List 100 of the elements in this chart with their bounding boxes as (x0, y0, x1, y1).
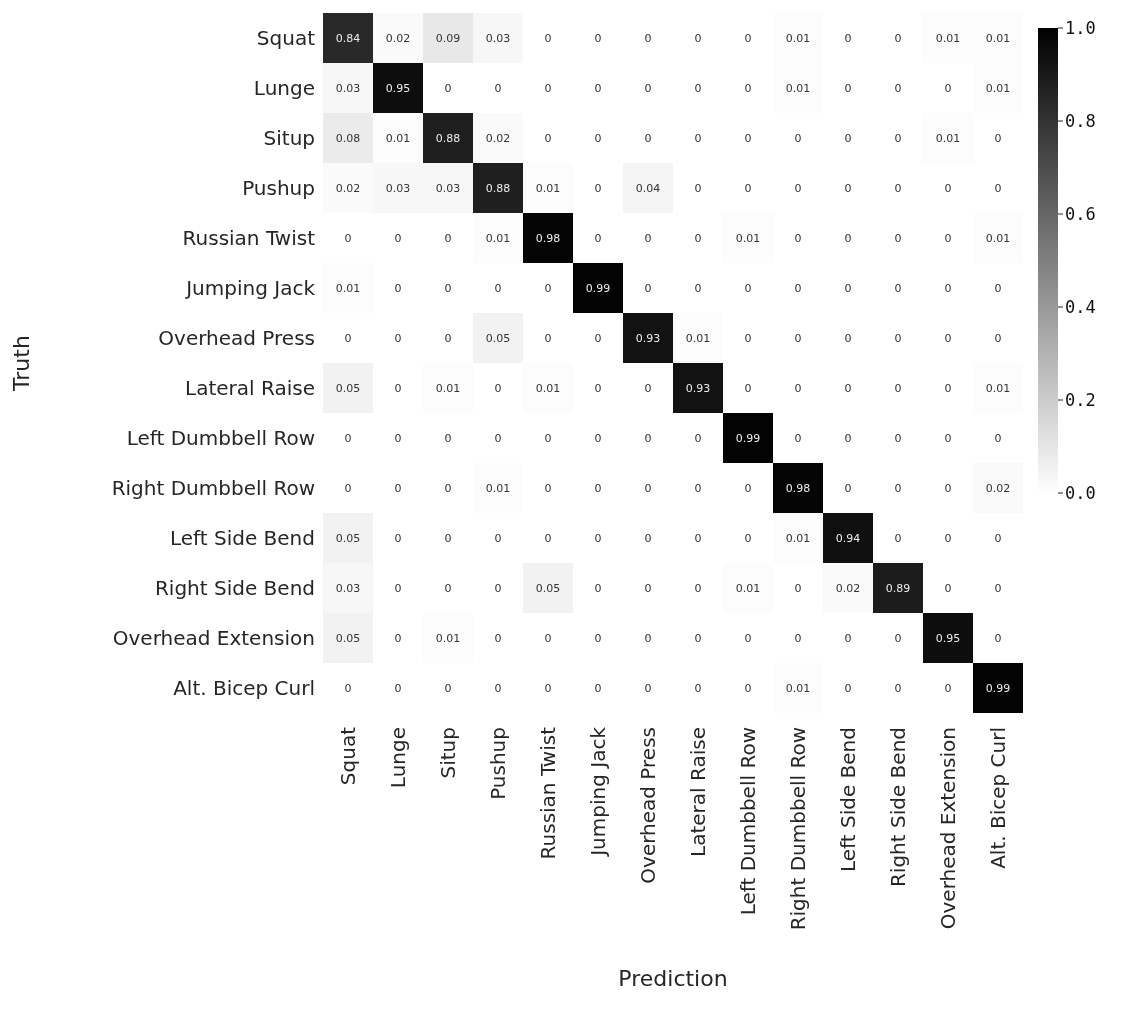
data-label: 0 (744, 81, 752, 95)
y-tick-label: Situp (263, 126, 315, 151)
x-tick-label: Right Side Bend (886, 727, 910, 888)
data-label: 0.02 (835, 581, 861, 595)
data-label: 0 (544, 631, 552, 645)
x-tick-label: Overhead Extension (936, 727, 960, 930)
x-tick-label: Pushup (486, 727, 510, 800)
x-axis-title: Prediction (618, 966, 728, 991)
data-label: 0 (394, 281, 402, 295)
data-label: 0.98 (785, 481, 811, 495)
data-label: 0.99 (585, 281, 611, 295)
data-label: 0 (944, 81, 952, 95)
data-label: 0 (644, 31, 652, 45)
data-label: 0.05 (485, 331, 511, 345)
data-label: 0 (694, 631, 702, 645)
data-label: 0 (844, 481, 852, 495)
data-label: 0 (644, 531, 652, 545)
data-label: 0 (694, 181, 702, 195)
data-label: 0 (694, 81, 702, 95)
data-label: 0 (694, 131, 702, 145)
data-label: 0 (544, 481, 552, 495)
data-label: 0 (994, 281, 1002, 295)
data-label: 0 (644, 381, 652, 395)
data-label: 0.05 (335, 531, 361, 545)
data-label: 0 (894, 631, 902, 645)
data-label: 0.01 (535, 381, 561, 395)
data-label: 0 (594, 231, 602, 245)
data-label: 0 (894, 481, 902, 495)
data-label: 0 (594, 581, 602, 595)
data-label: 0 (994, 131, 1002, 145)
data-label: 0 (394, 381, 402, 395)
data-label: 0.01 (985, 381, 1011, 395)
data-label: 0.99 (735, 431, 761, 445)
data-label: 0 (644, 481, 652, 495)
data-label: 0 (794, 131, 802, 145)
data-label: 0 (494, 381, 502, 395)
data-label: 0 (544, 431, 552, 445)
data-label: 0.05 (335, 631, 361, 645)
data-label: 0 (394, 631, 402, 645)
data-label: 0 (644, 431, 652, 445)
data-label: 0.03 (335, 581, 361, 595)
data-label: 0 (544, 331, 552, 345)
data-label: 0 (594, 331, 602, 345)
data-label: 0 (744, 531, 752, 545)
y-tick-label: Right Side Bend (154, 576, 315, 601)
data-label: 0 (594, 681, 602, 695)
data-label: 0.05 (335, 381, 361, 395)
data-label: 0 (594, 631, 602, 645)
data-label: 0 (344, 231, 352, 245)
x-tick-label: Lateral Raise (686, 727, 710, 857)
data-label: 0 (694, 31, 702, 45)
data-label: 0 (544, 531, 552, 545)
data-label: 0 (644, 81, 652, 95)
data-label: 0 (944, 431, 952, 445)
data-label: 0.01 (935, 131, 961, 145)
data-label: 0 (644, 131, 652, 145)
data-label: 0 (694, 681, 702, 695)
data-label: 0 (994, 181, 1002, 195)
data-label: 0.08 (335, 131, 361, 145)
data-label: 0 (494, 431, 502, 445)
data-label: 0.02 (985, 481, 1011, 495)
data-label: 0.03 (385, 181, 411, 195)
data-label: 0 (944, 381, 952, 395)
data-label: 0 (844, 181, 852, 195)
data-label: 0 (844, 381, 852, 395)
data-label: 0 (594, 481, 602, 495)
data-label: 0 (944, 581, 952, 595)
data-label: 0 (894, 181, 902, 195)
data-label: 0 (844, 131, 852, 145)
x-tick-label: Russian Twist (536, 726, 560, 860)
data-label: 0 (394, 231, 402, 245)
data-label: 0 (894, 31, 902, 45)
data-label: 0 (544, 281, 552, 295)
data-label: 0.01 (735, 581, 761, 595)
data-label: 0 (594, 531, 602, 545)
x-tick-label: Jumping Jack (586, 726, 610, 858)
data-label: 0 (344, 681, 352, 695)
data-label: 0.93 (635, 331, 661, 345)
data-label: 0.84 (335, 31, 361, 45)
x-tick-label: Left Side Bend (836, 727, 860, 872)
data-label: 0 (544, 31, 552, 45)
y-tick-label: Overhead Press (158, 326, 315, 351)
data-label: 0.89 (885, 581, 911, 595)
data-label: 0 (744, 681, 752, 695)
data-label: 0 (694, 481, 702, 495)
data-label: 0.95 (385, 81, 411, 95)
color-bar-label: 0.4 (1065, 296, 1096, 317)
x-tick-label: Lunge (386, 727, 410, 789)
y-tick-label: Alt. Bicep Curl (173, 676, 315, 701)
data-label: 0 (494, 581, 502, 595)
data-label: 0.03 (485, 31, 511, 45)
data-label: 0 (744, 131, 752, 145)
data-label: 0 (994, 531, 1002, 545)
data-label: 0 (794, 331, 802, 345)
data-label: 0.93 (685, 381, 711, 395)
data-label: 0.01 (385, 131, 411, 145)
data-label: 0 (894, 231, 902, 245)
color-bar-label: 0.0 (1065, 482, 1096, 503)
data-label: 0.02 (385, 31, 411, 45)
color-bar-label: 0.2 (1065, 389, 1096, 410)
